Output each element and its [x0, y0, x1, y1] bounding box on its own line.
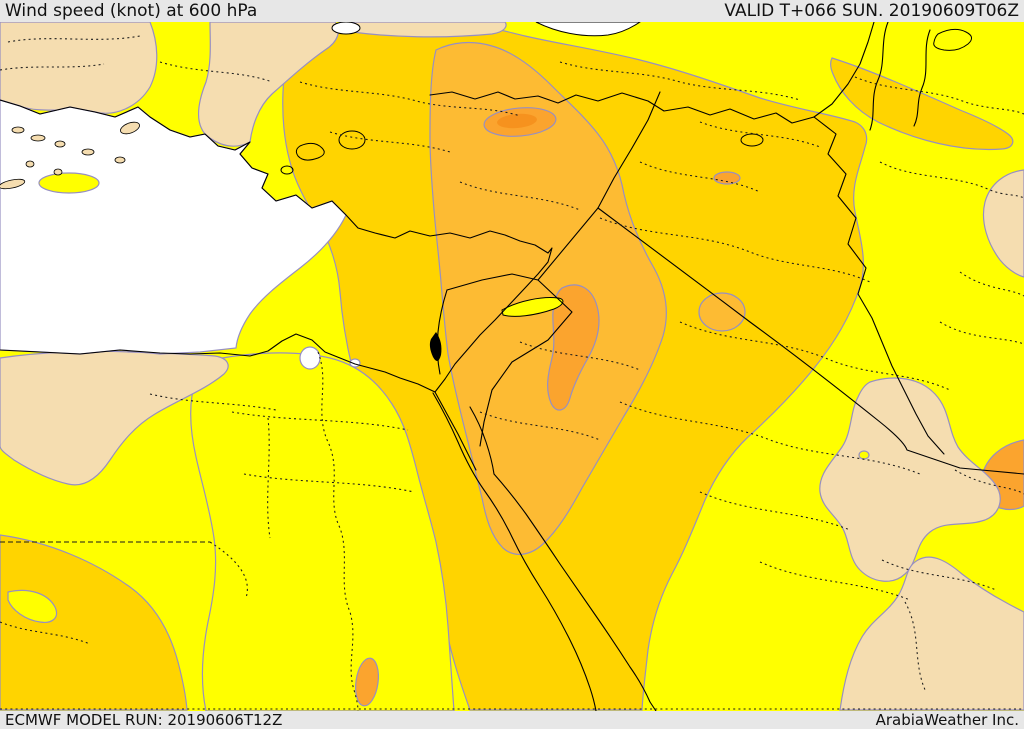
lake-northeast: [933, 28, 972, 51]
admin-dotted-borders: [0, 35, 1024, 711]
band-orange-regions: [355, 107, 1024, 707]
black-sea-sliver: [535, 22, 641, 37]
nile-river-dotted: [317, 351, 359, 711]
header-bar: Wind speed (knot) at 600 hPa VALID T+066…: [0, 0, 1024, 22]
band-white-sea-region: [0, 22, 641, 370]
valid-time-label: VALID T+066 SUN. 20190609T06Z: [724, 1, 1019, 21]
page-title: Wind speed (knot) at 600 hPa: [5, 1, 258, 21]
model-run-label: ECMWF MODEL RUN: 20190606T12Z: [5, 711, 283, 729]
country-borders: [0, 22, 1024, 711]
band-yellow-pockets: [7, 352, 455, 711]
band-wheat-regions: [0, 22, 1024, 711]
delta-lagoon: [299, 346, 321, 370]
footer-bar: ECMWF MODEL RUN: 20190606T12Z ArabiaWeat…: [0, 711, 1024, 729]
lake-tuz: [338, 130, 366, 150]
aegean-islands: [0, 121, 140, 190]
weather-map-svg: [0, 22, 1024, 711]
attribution-label: ArabiaWeather Inc.: [875, 711, 1019, 729]
marmara-sea: [331, 22, 361, 35]
lake: [295, 142, 325, 161]
yellow-patch-in-sea: [38, 172, 100, 194]
dead-sea: [429, 332, 442, 362]
